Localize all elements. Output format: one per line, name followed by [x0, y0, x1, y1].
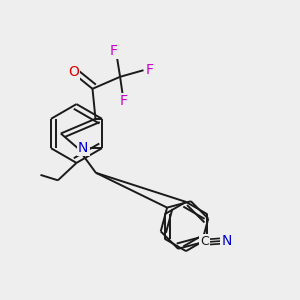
Text: F: F [120, 94, 128, 108]
Text: N: N [78, 141, 88, 155]
Text: O: O [68, 65, 79, 79]
Text: C: C [200, 235, 209, 248]
Text: F: F [110, 44, 118, 58]
Text: N: N [221, 234, 232, 248]
Text: F: F [146, 63, 154, 76]
